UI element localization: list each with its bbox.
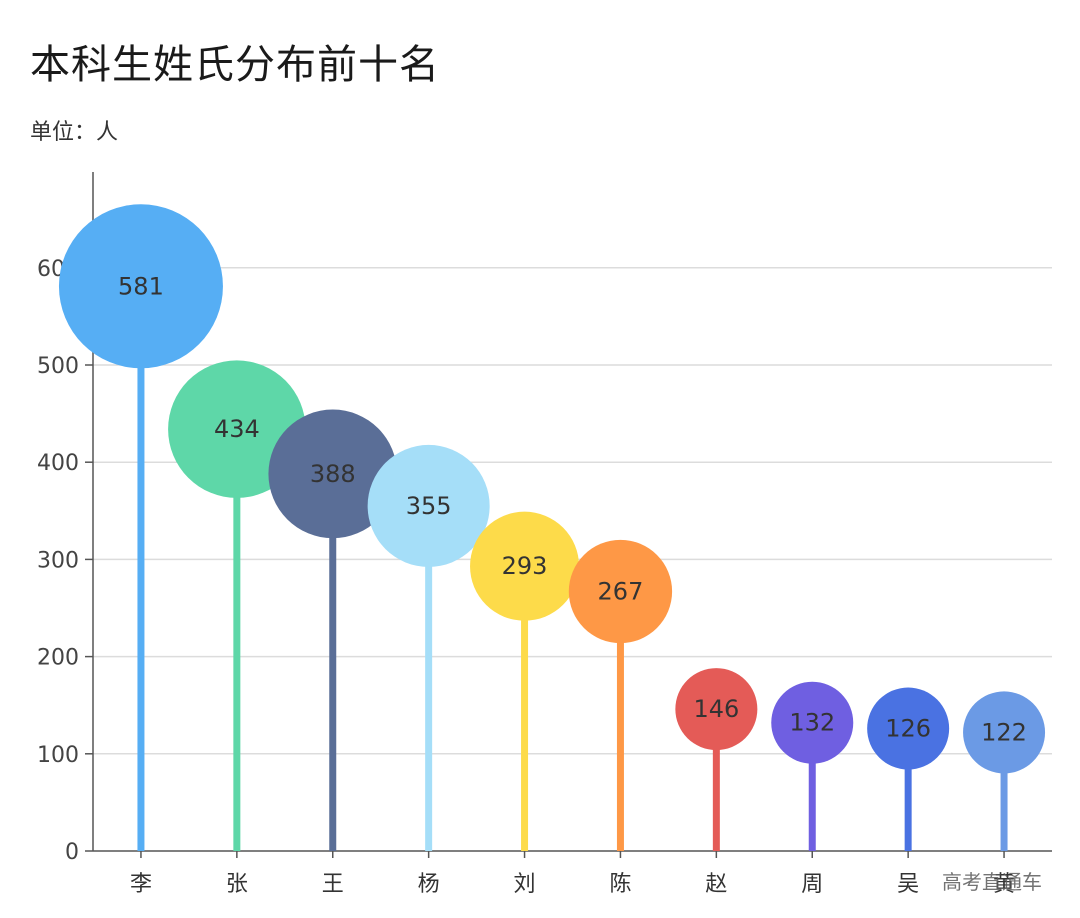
- category-label: 周: [801, 872, 823, 897]
- category-label: 黄: [993, 872, 1015, 897]
- y-tick-label: 400: [37, 451, 79, 476]
- watermark: 高考直通车: [942, 870, 1042, 894]
- data-point[interactable]: 293: [470, 511, 580, 621]
- y-tick-label: 200: [37, 646, 79, 671]
- bubble[interactable]: [867, 687, 950, 770]
- bubble[interactable]: [367, 444, 490, 567]
- category-label: 杨: [418, 872, 440, 897]
- bubble[interactable]: [568, 539, 673, 644]
- category-label: 李: [130, 872, 152, 897]
- value-label: 355: [406, 492, 452, 520]
- value-label: 581: [118, 272, 164, 300]
- bubble[interactable]: [963, 691, 1046, 774]
- category-label: 陈: [609, 872, 631, 897]
- y-tick-label: 500: [37, 354, 79, 379]
- bubble[interactable]: [58, 204, 223, 369]
- y-tick-label: 0: [65, 840, 79, 865]
- chart-title: 本科生姓氏分布前十名: [30, 42, 440, 88]
- category-label: 赵: [705, 872, 727, 897]
- value-label: 388: [310, 460, 356, 488]
- value-label: 434: [214, 415, 260, 443]
- bubble[interactable]: [470, 511, 580, 621]
- value-label: 267: [598, 577, 644, 605]
- category-label: 张: [226, 872, 248, 897]
- data-point[interactable]: 126: [867, 687, 950, 770]
- y-tick-label: 100: [37, 743, 79, 768]
- data-point[interactable]: 355: [367, 444, 490, 567]
- value-label: 146: [693, 695, 739, 723]
- value-label: 126: [885, 715, 931, 743]
- data-point[interactable]: 146: [675, 668, 758, 751]
- data-point[interactable]: 388: [268, 409, 398, 539]
- data-point[interactable]: 132: [771, 681, 854, 764]
- value-label: 122: [981, 718, 1027, 746]
- bubble[interactable]: [268, 409, 398, 539]
- data-point[interactable]: 267: [568, 539, 673, 644]
- category-label: 刘: [514, 872, 536, 897]
- value-label: 293: [502, 552, 548, 580]
- category-label: 王: [322, 872, 344, 897]
- data-point[interactable]: 581: [58, 204, 223, 369]
- data-point[interactable]: 122: [963, 691, 1046, 774]
- category-label: 吴: [897, 872, 919, 897]
- bubble[interactable]: [675, 668, 758, 751]
- y-tick-label: 300: [37, 548, 79, 573]
- value-label: 132: [789, 709, 835, 737]
- bubble[interactable]: [771, 681, 854, 764]
- unit-label: 单位：人: [30, 120, 119, 145]
